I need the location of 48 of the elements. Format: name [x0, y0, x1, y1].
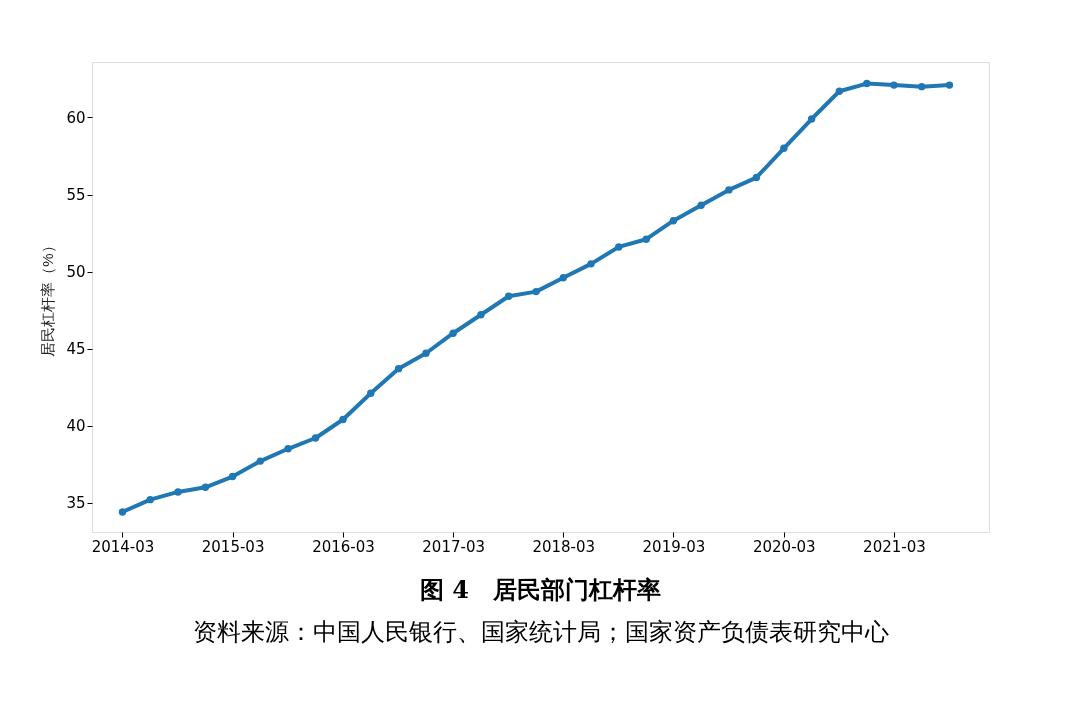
point — [174, 488, 182, 496]
x-tick-label: 2019-03 — [642, 537, 706, 556]
point — [339, 415, 347, 424]
x-tick-label: 2018-03 — [532, 537, 596, 556]
point — [201, 483, 210, 492]
point — [642, 235, 650, 243]
point — [587, 260, 595, 268]
point — [669, 217, 678, 225]
point — [615, 243, 623, 251]
point — [835, 87, 844, 95]
text: 图 4 居民部门杠杆率 — [419, 575, 662, 604]
point — [780, 144, 788, 152]
point — [807, 115, 816, 123]
point — [890, 81, 898, 89]
point — [284, 445, 292, 453]
point — [477, 311, 485, 319]
x-tick-label: 2017-03 — [422, 537, 485, 556]
y-tick-label: 55 — [66, 186, 86, 205]
text: 资料来源：中国人民银行、国家统计局；国家资产负债表研究中心 — [192, 618, 889, 646]
x-tick-label: 2021-03 — [863, 537, 926, 556]
point — [532, 287, 540, 296]
point — [422, 349, 430, 357]
point — [863, 79, 871, 88]
point — [918, 82, 926, 91]
y-tick-label: 50 — [66, 263, 86, 282]
x-tick-label: 2015-03 — [201, 537, 265, 556]
y-tick-label: 35 — [66, 494, 86, 513]
point — [697, 201, 705, 210]
point — [945, 81, 954, 89]
point — [146, 495, 154, 504]
y-tick-label: 60 — [66, 108, 86, 127]
point — [311, 434, 320, 442]
point — [118, 508, 127, 516]
x-tick-label: 2016-03 — [312, 537, 375, 556]
point — [449, 329, 457, 337]
x-tick-label: 2020-03 — [752, 537, 816, 556]
y-axis-title: 居民杠杆率（%） — [39, 238, 57, 357]
point — [504, 292, 513, 300]
point — [394, 364, 403, 373]
point — [228, 472, 237, 481]
point — [367, 389, 375, 398]
point — [256, 457, 265, 465]
y-tick-label: 45 — [66, 340, 86, 359]
point — [559, 274, 567, 282]
y-tick-label: 40 — [66, 417, 86, 436]
x-tick-label: 2014-03 — [91, 537, 155, 556]
point — [725, 186, 733, 194]
point — [752, 173, 761, 182]
